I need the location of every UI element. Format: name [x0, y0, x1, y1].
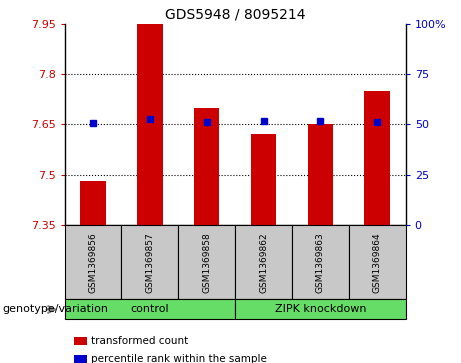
- Bar: [194, 107, 219, 225]
- Text: control: control: [130, 305, 169, 314]
- Text: transformed count: transformed count: [91, 336, 189, 346]
- Text: GSM1369862: GSM1369862: [259, 232, 268, 293]
- Text: ZIPK knockdown: ZIPK knockdown: [275, 305, 366, 314]
- Bar: [307, 124, 333, 225]
- Title: GDS5948 / 8095214: GDS5948 / 8095214: [165, 7, 305, 21]
- Text: GSM1369856: GSM1369856: [89, 232, 97, 293]
- Bar: [137, 24, 163, 225]
- Text: GSM1369858: GSM1369858: [202, 232, 211, 293]
- Text: GSM1369863: GSM1369863: [316, 232, 325, 293]
- Text: GSM1369864: GSM1369864: [373, 232, 382, 293]
- Bar: [365, 91, 390, 225]
- Bar: [251, 134, 276, 225]
- Text: percentile rank within the sample: percentile rank within the sample: [91, 354, 267, 363]
- Text: genotype/variation: genotype/variation: [2, 305, 108, 314]
- Text: GSM1369857: GSM1369857: [145, 232, 154, 293]
- Bar: [80, 182, 106, 225]
